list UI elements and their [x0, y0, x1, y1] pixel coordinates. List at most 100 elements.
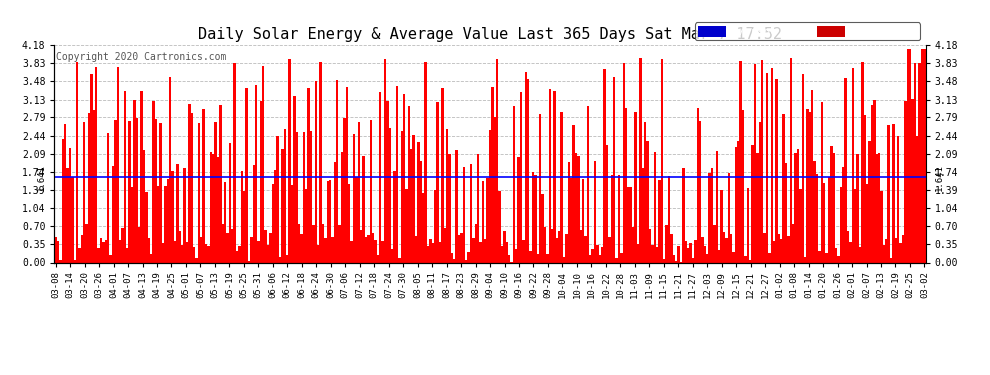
Bar — [344, 118, 346, 262]
Bar — [453, 260, 455, 262]
Bar — [496, 59, 498, 262]
Bar — [100, 238, 102, 262]
Bar — [637, 244, 640, 262]
Bar — [897, 136, 899, 262]
Bar — [780, 239, 782, 262]
Bar — [157, 186, 159, 262]
Bar — [544, 227, 546, 262]
Bar — [668, 176, 670, 262]
Bar — [721, 190, 723, 262]
Bar — [773, 241, 775, 262]
Bar — [924, 49, 926, 262]
Bar — [315, 81, 317, 262]
Bar — [914, 63, 916, 262]
Bar — [320, 62, 322, 262]
Bar — [415, 236, 417, 262]
Bar — [665, 225, 668, 262]
Bar — [202, 109, 205, 262]
Bar — [215, 122, 217, 262]
Bar — [54, 237, 56, 262]
Bar — [670, 234, 672, 262]
Bar — [653, 152, 656, 262]
Bar — [403, 94, 405, 262]
Bar — [83, 122, 85, 262]
Bar — [350, 241, 352, 262]
Bar — [227, 233, 229, 262]
Bar — [198, 123, 200, 262]
Bar — [672, 255, 675, 262]
Bar — [239, 246, 241, 262]
Bar — [93, 111, 95, 262]
Bar — [539, 114, 542, 262]
Bar — [293, 96, 296, 262]
Bar — [181, 244, 183, 262]
Bar — [704, 246, 706, 262]
Bar — [437, 102, 439, 262]
Bar — [823, 183, 826, 262]
Bar — [465, 260, 467, 262]
Bar — [190, 113, 193, 262]
Bar — [129, 121, 131, 262]
Bar — [107, 133, 109, 262]
Bar — [122, 228, 124, 262]
Bar — [317, 245, 320, 262]
Bar — [269, 233, 271, 262]
Bar — [792, 224, 794, 262]
Bar — [604, 69, 606, 262]
Bar — [66, 168, 68, 262]
Bar — [858, 248, 861, 262]
Bar — [477, 154, 479, 262]
Bar — [794, 153, 797, 262]
Bar — [374, 240, 376, 262]
Bar — [327, 181, 329, 262]
Bar — [738, 141, 740, 262]
Bar — [336, 80, 339, 262]
Bar — [577, 156, 579, 262]
Bar — [675, 261, 677, 262]
Bar — [508, 255, 510, 262]
Bar — [579, 231, 582, 262]
Bar — [594, 160, 596, 262]
Bar — [811, 90, 814, 262]
Bar — [555, 238, 558, 262]
Bar — [444, 228, 446, 262]
Bar — [112, 166, 114, 262]
Bar — [851, 68, 854, 262]
Bar — [90, 74, 93, 262]
Bar — [97, 248, 100, 262]
Bar — [434, 190, 437, 262]
Bar — [81, 235, 83, 262]
Bar — [376, 255, 379, 262]
Bar — [565, 234, 567, 262]
Bar — [450, 253, 453, 262]
Bar — [422, 193, 425, 262]
Bar — [76, 62, 78, 262]
Bar — [699, 122, 701, 262]
Bar — [751, 145, 753, 262]
Bar — [632, 227, 635, 262]
Bar — [124, 91, 126, 262]
Bar — [735, 147, 738, 262]
Bar — [746, 188, 749, 262]
Bar — [484, 239, 486, 262]
Bar — [386, 101, 389, 262]
Bar — [758, 122, 761, 262]
Bar — [417, 142, 420, 262]
Bar — [733, 252, 735, 262]
Bar — [248, 261, 250, 262]
Bar — [174, 241, 176, 262]
Bar — [59, 260, 61, 262]
Bar — [849, 242, 851, 262]
Bar — [143, 150, 146, 262]
Bar — [200, 237, 202, 262]
Bar — [513, 106, 515, 262]
Bar — [154, 118, 157, 262]
Bar — [819, 251, 821, 262]
Bar — [709, 173, 711, 262]
Bar — [291, 185, 293, 262]
Bar — [880, 190, 883, 262]
Bar — [276, 135, 279, 262]
Text: Copyright 2020 Cartronics.com: Copyright 2020 Cartronics.com — [56, 51, 227, 62]
Bar — [711, 168, 713, 262]
Bar — [606, 146, 608, 262]
